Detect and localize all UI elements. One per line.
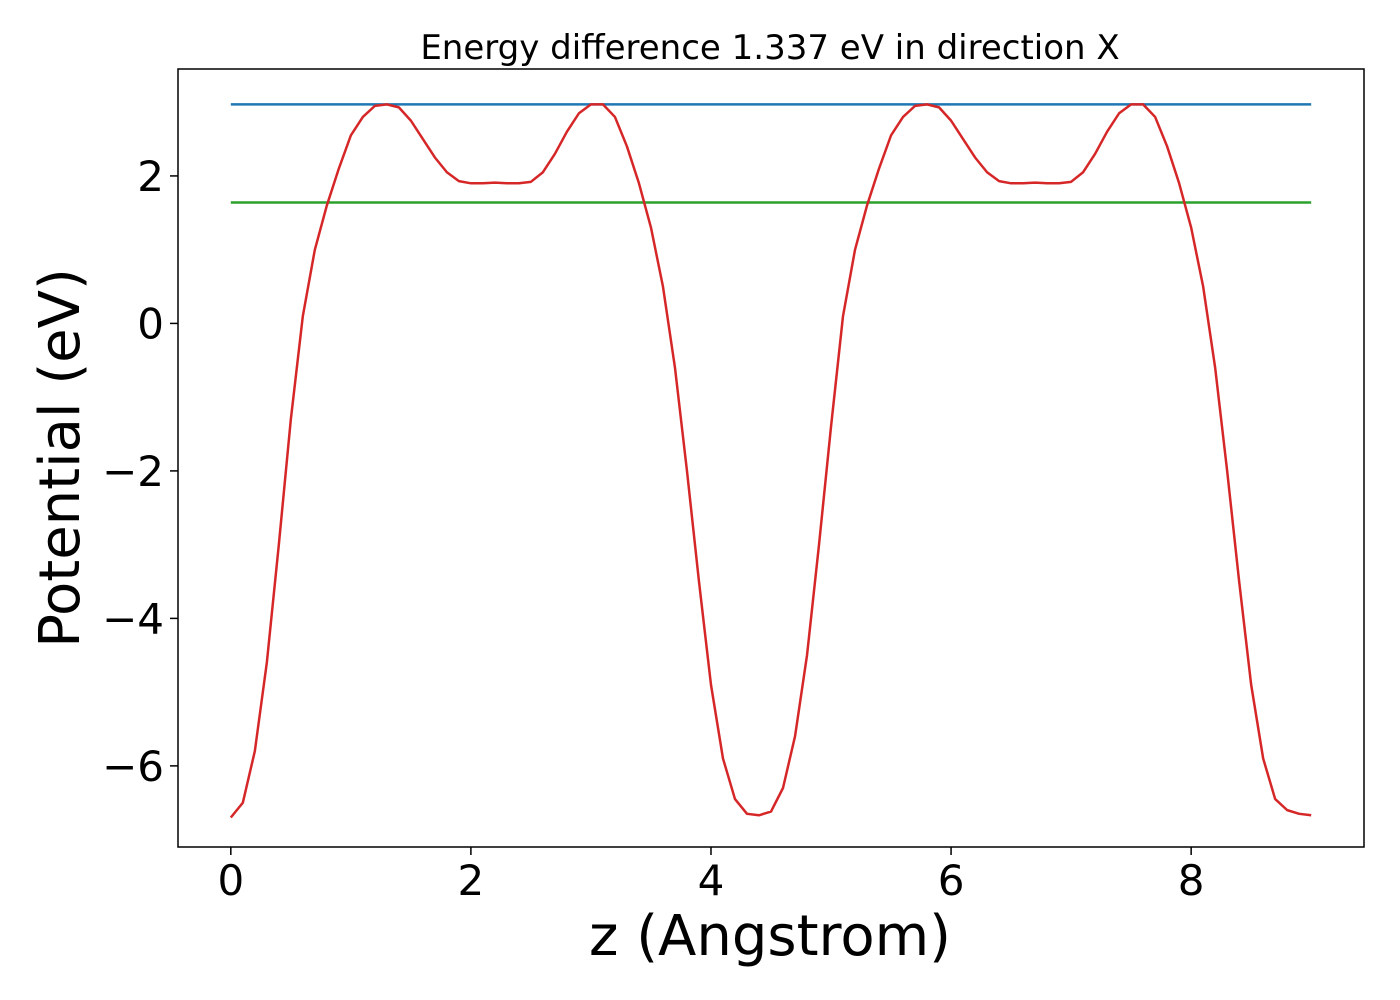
x-tick-label: 4	[698, 856, 725, 905]
x-tick-label: 2	[458, 856, 485, 905]
y-tick-label: −6	[102, 742, 164, 791]
x-tick-label: 0	[217, 856, 244, 905]
series-group	[229, 103, 1312, 819]
chart-title: Energy difference 1.337 eV in direction …	[420, 28, 1119, 68]
plot-frame	[177, 68, 1365, 848]
y-axis-label: Potential (eV)	[28, 268, 93, 648]
y-tick-label: 0	[137, 299, 164, 348]
y-tick-label: −2	[102, 447, 164, 496]
y-axis-ticks: −6 −4 −2 0 2	[102, 152, 178, 791]
y-tick-label: 2	[137, 152, 164, 201]
plot-area	[177, 68, 1365, 848]
y-tick-label: −4	[102, 594, 164, 643]
series-line-2	[229, 103, 1312, 819]
x-tick-label: 8	[1178, 856, 1205, 905]
x-axis-label: z (Angstrom)	[589, 904, 951, 969]
x-tick-label: 6	[938, 856, 965, 905]
x-axis-ticks: 0 2 4 6 8	[217, 847, 1205, 905]
